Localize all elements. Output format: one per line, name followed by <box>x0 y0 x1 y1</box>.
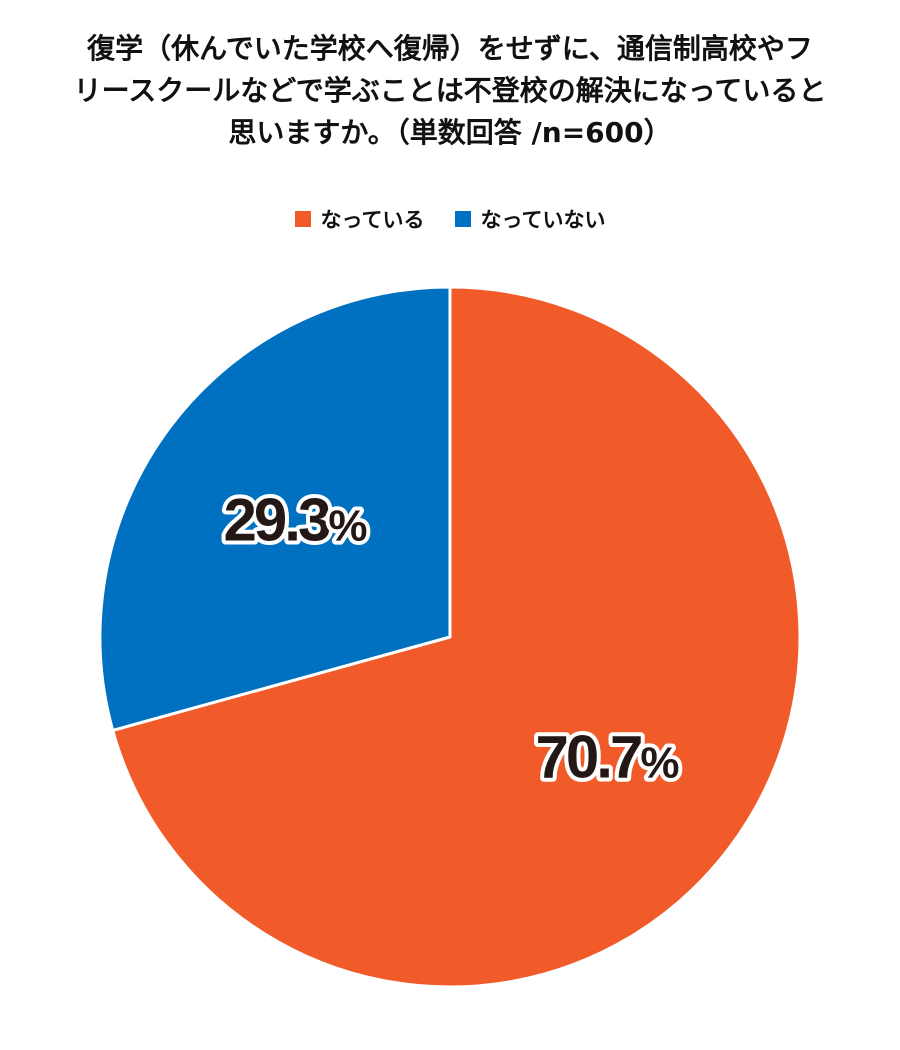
pie-label-natteiru: 70.7% <box>536 724 679 791</box>
pie-slice-natteiru <box>111 285 802 989</box>
legend-item-natteiru: なっている <box>294 204 425 234</box>
legend-item-natteinai: なっていない <box>454 204 606 234</box>
legend-label-natteinai: なっていない <box>480 208 606 232</box>
chart-title-line-1: 復学（休んでいた学校へ復帰）をせずに、通信制高校やフ <box>87 32 813 65</box>
chart-title-line-3: 思いますか。（単数回答 /n=600） <box>228 116 672 149</box>
chart-title: 復学（休んでいた学校へ復帰）をせずに、通信制高校やフ リースクールなどで学ぶこと… <box>40 28 860 154</box>
chart-title-line-2: リースクールなどで学ぶことは不登校の解決になっていると <box>73 74 827 107</box>
pie-slice-natteinai <box>98 285 452 732</box>
legend: なっている なっていない <box>0 204 900 234</box>
legend-swatch-natteinai <box>454 211 471 227</box>
legend-swatch-natteiru <box>294 211 311 227</box>
legend-label-natteiru: なっている <box>320 208 425 232</box>
